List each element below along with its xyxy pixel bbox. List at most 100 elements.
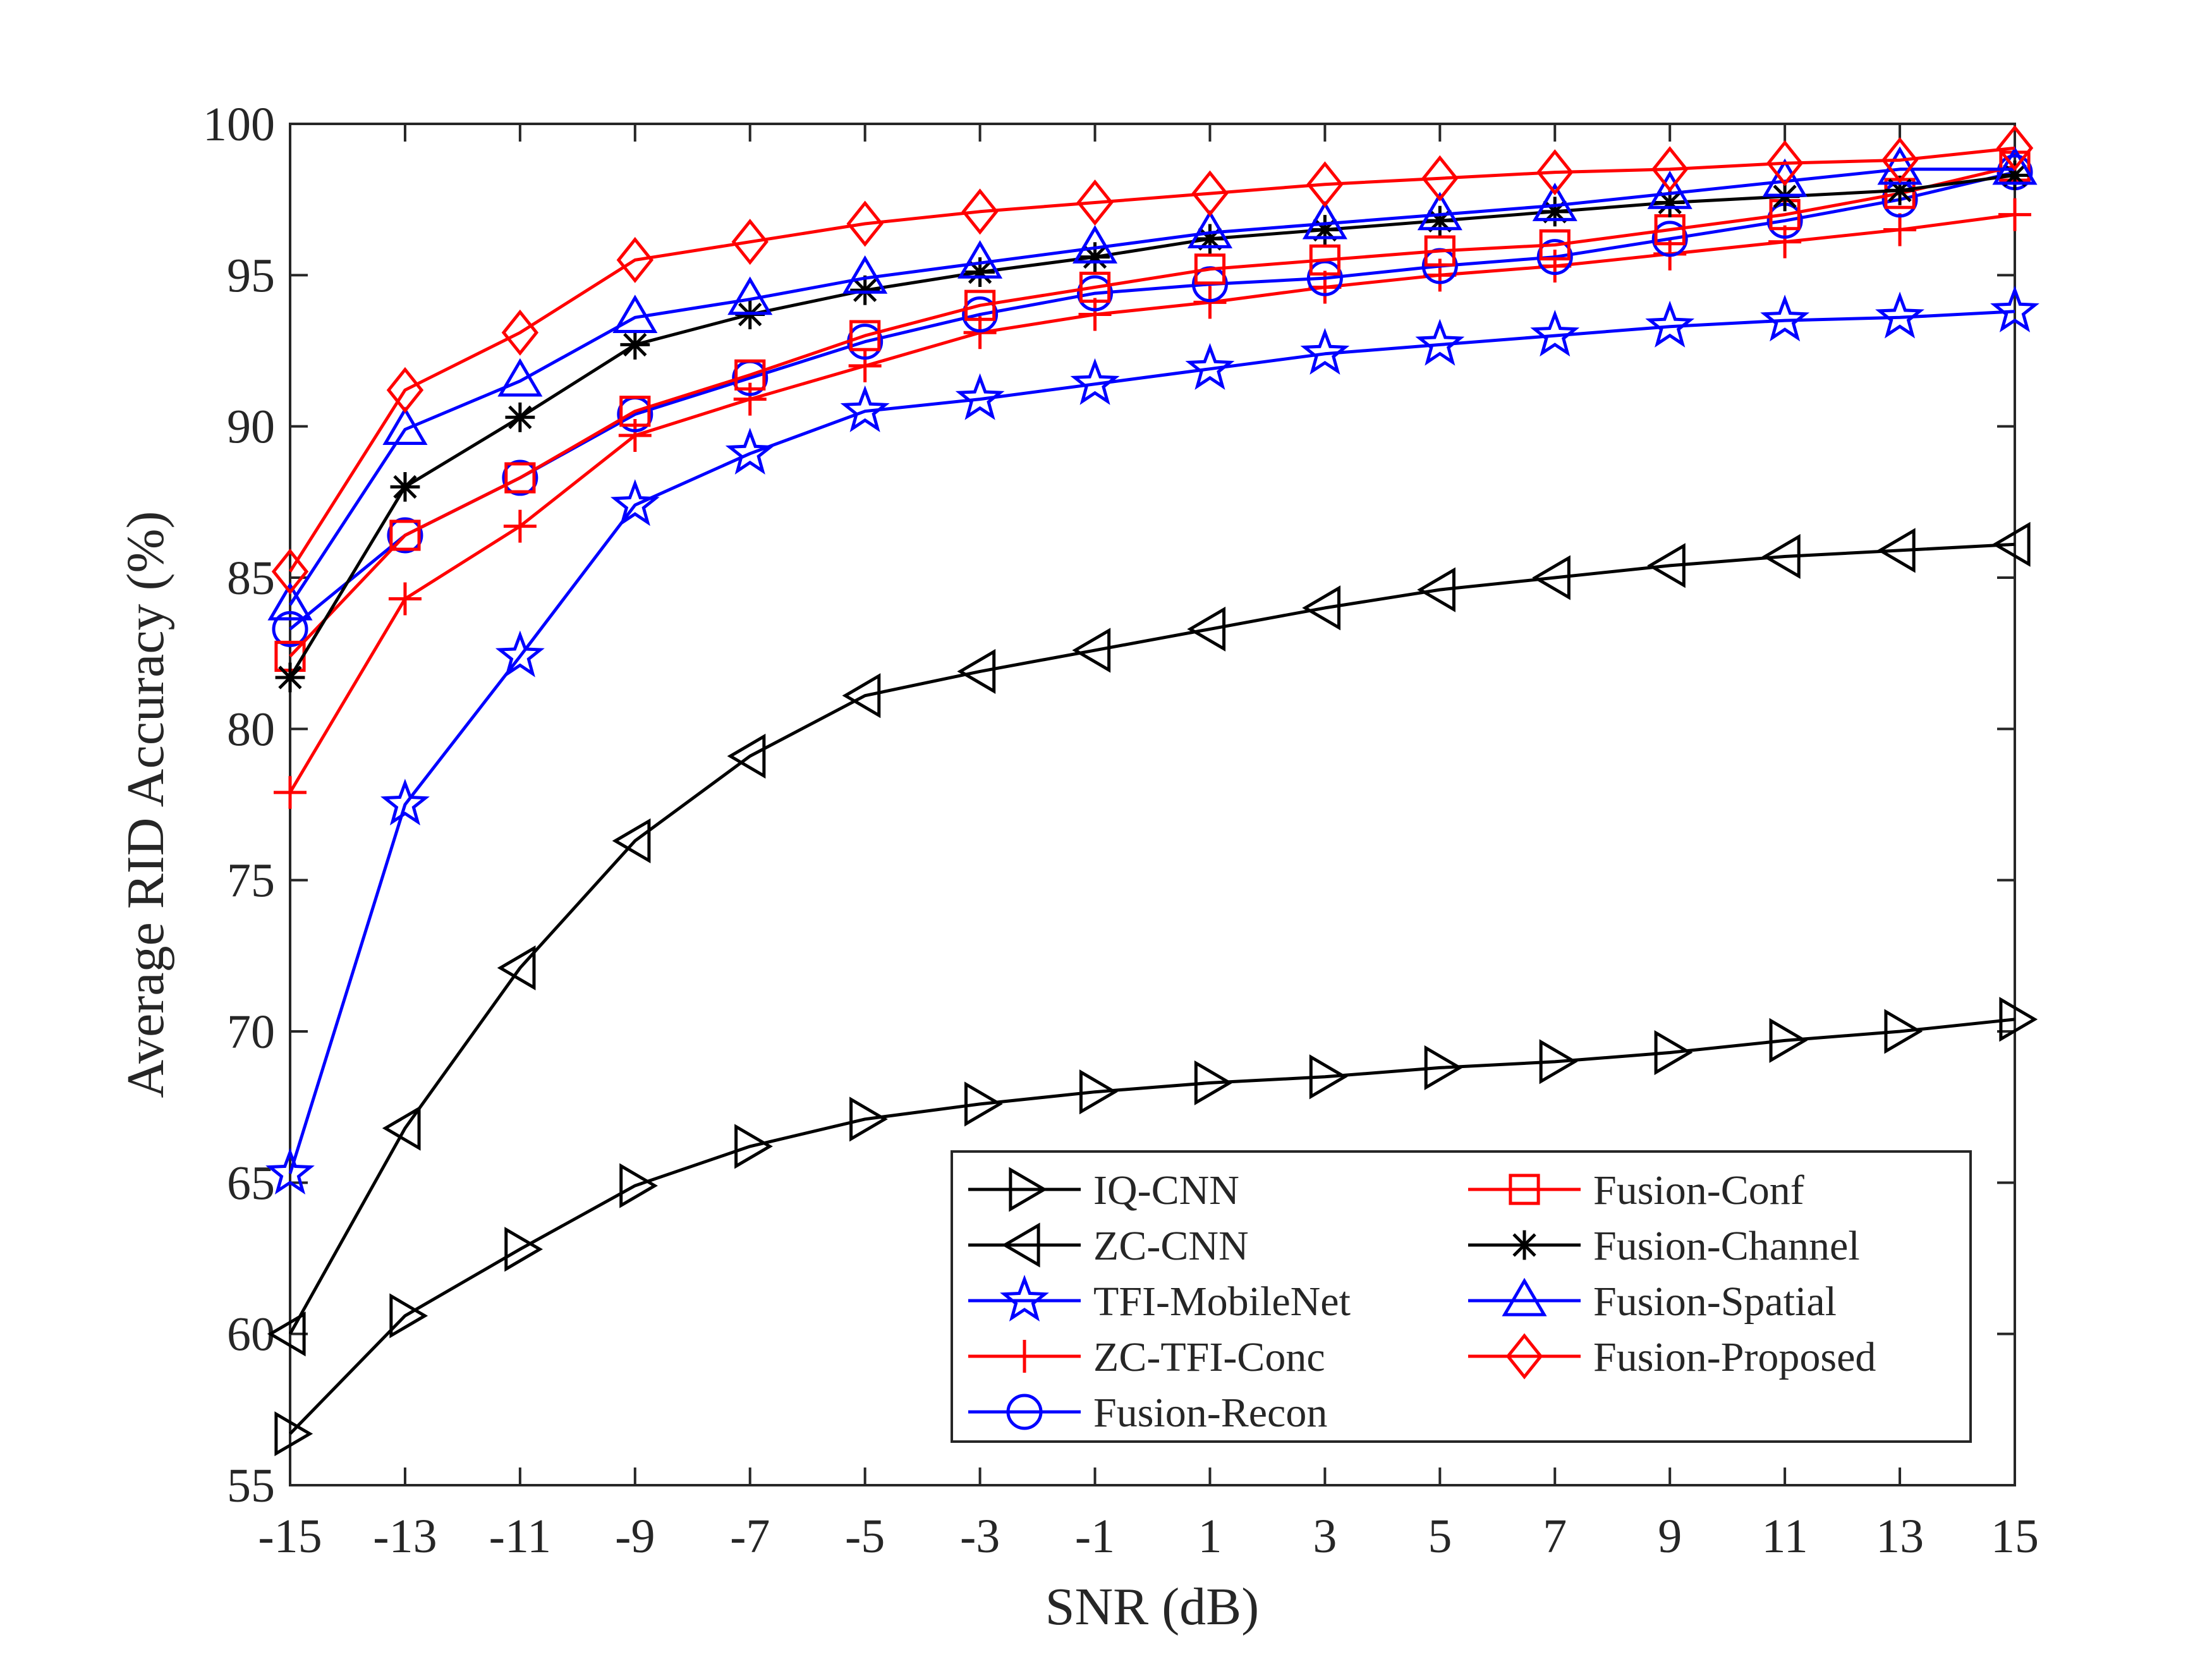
data-point — [1538, 249, 1572, 283]
series-fusion-proposed — [271, 125, 2034, 595]
data-point — [1191, 170, 1229, 217]
data-point — [1875, 291, 1925, 339]
data-point — [1769, 1018, 1808, 1063]
data-point — [387, 517, 423, 554]
data-point — [1306, 260, 1343, 296]
data-point — [734, 1124, 773, 1169]
legend-label: Fusion-Proposed — [1593, 1334, 1876, 1380]
data-point — [842, 673, 881, 719]
data-point — [495, 630, 545, 678]
data-point — [1647, 543, 1686, 588]
data-point — [610, 479, 660, 526]
data-point — [1072, 225, 1118, 264]
data-point — [849, 1097, 888, 1142]
data-point — [265, 1148, 315, 1195]
data-point — [965, 257, 995, 287]
x-tick-label: 1 — [1198, 1510, 1222, 1563]
data-point — [1991, 521, 2031, 567]
data-point — [1425, 205, 1455, 236]
series-line — [288, 542, 2015, 1335]
data-point — [1309, 244, 1341, 276]
data-point — [1424, 1045, 1463, 1091]
data-point — [840, 385, 890, 432]
data-point — [1768, 225, 1802, 258]
legend-box — [951, 1150, 1972, 1443]
data-point — [275, 662, 305, 693]
data-point — [504, 1227, 544, 1272]
data-point — [1539, 229, 1571, 261]
x-tick-label: 15 — [1991, 1510, 2039, 1563]
data-point — [505, 402, 535, 432]
data-point — [734, 359, 766, 391]
data-point — [1076, 179, 1114, 226]
legend-label: Fusion-Conf — [1593, 1167, 1804, 1213]
data-point — [957, 648, 996, 694]
data-point — [501, 309, 539, 356]
data-point — [1655, 188, 1685, 217]
data-point — [1876, 528, 1916, 573]
y-tick-label: 90 — [227, 401, 275, 454]
y-tick-label: 95 — [227, 249, 275, 302]
data-point — [1881, 137, 1919, 183]
data-point — [1077, 275, 1114, 312]
y-axis: 55 60 65 70 75 80 85 90 95 100 — [203, 98, 2015, 1512]
data-point — [1530, 310, 1580, 357]
data-point — [1992, 146, 2038, 185]
y-tick-label: 70 — [227, 1006, 275, 1059]
x-tick-label: 7 — [1543, 1510, 1567, 1563]
data-point — [1302, 200, 1347, 240]
data-point — [612, 295, 658, 333]
data-point — [1417, 567, 1455, 612]
legend-label: ZC-CNN — [1093, 1223, 1249, 1269]
data-point — [1308, 270, 1342, 304]
data-point — [612, 818, 651, 864]
data-point — [619, 1163, 658, 1208]
data-point — [1194, 1060, 1233, 1105]
data-point — [964, 289, 996, 321]
data-point — [964, 1081, 1003, 1127]
legend-marker — [1502, 1277, 1547, 1316]
y-axis-title: Average RID Accuracy (%) — [116, 511, 175, 1098]
data-point — [619, 396, 651, 427]
series-line — [288, 213, 2015, 794]
legend-label: TFI-MobileNet — [1093, 1279, 1351, 1325]
data-point — [1415, 319, 1465, 366]
x-tick-label: 3 — [1313, 1510, 1337, 1563]
x-axis: -15 -13 -11 -9 -7 -5 -3 -1 1 3 5 7 9 11 13 15 — [258, 124, 2039, 1563]
data-point — [267, 581, 313, 621]
legend-entry: TFI-MobileNet — [968, 1275, 1351, 1325]
data-point — [849, 320, 881, 351]
y-tick-label: 85 — [227, 552, 275, 605]
x-tick-label: -5 — [845, 1510, 885, 1563]
data-point — [1300, 327, 1350, 375]
legend: IQ-CNN ZC-CNN TFI-MobileNet ZC-TFI-Conc Fusi… — [951, 1150, 1972, 1443]
x-tick-label: 9 — [1658, 1510, 1682, 1563]
data-point — [1187, 210, 1233, 248]
legend-marker — [1000, 1275, 1049, 1322]
y-tick-label: 65 — [227, 1157, 275, 1210]
data-point — [1194, 253, 1226, 285]
data-point — [727, 276, 773, 315]
data-point — [497, 358, 543, 397]
x-tick-label: -9 — [615, 1510, 655, 1563]
legend-marker — [1509, 1230, 1540, 1260]
legend-entry: ZC-TFI-Conc — [968, 1334, 1325, 1380]
legend-entry: Fusion-Conf — [1468, 1167, 1804, 1213]
legend-marker — [1505, 1333, 1543, 1380]
data-point — [1193, 286, 1227, 319]
data-point — [1306, 161, 1344, 208]
data-point — [390, 472, 420, 502]
data-point — [962, 296, 999, 333]
data-point — [731, 219, 769, 265]
x-tick-label: 5 — [1428, 1510, 1452, 1563]
x-tick-label: 11 — [1762, 1510, 1808, 1563]
series-line — [288, 146, 2015, 573]
data-point — [1536, 149, 1574, 196]
data-point — [1309, 1054, 1348, 1100]
legend-entry: Fusion-Spatial — [1468, 1277, 1837, 1325]
data-point — [386, 367, 424, 413]
series-line — [288, 167, 2015, 606]
series-line — [288, 173, 2015, 679]
data-point — [1080, 242, 1110, 272]
data-point — [1762, 158, 1808, 197]
